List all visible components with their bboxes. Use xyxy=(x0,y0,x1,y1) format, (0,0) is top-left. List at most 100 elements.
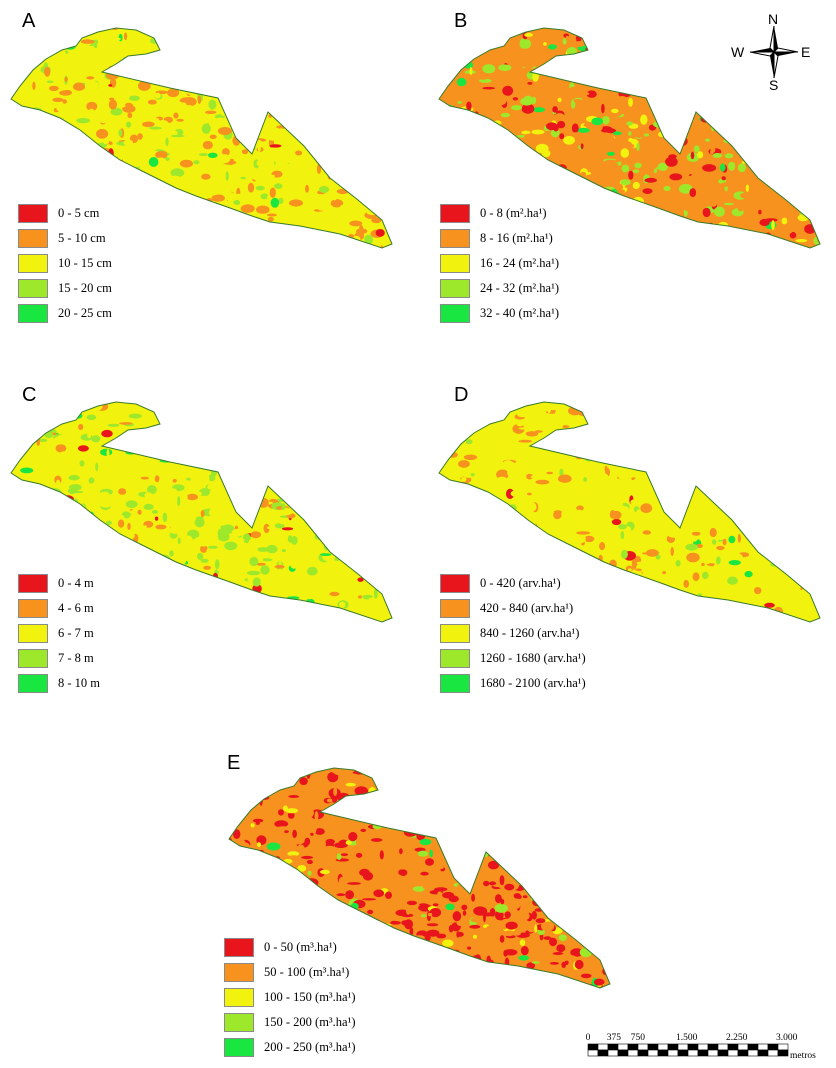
map-cell xyxy=(99,117,108,124)
map-cell xyxy=(734,232,746,242)
map-cell xyxy=(222,148,230,156)
map-cell xyxy=(146,606,159,610)
map-cell xyxy=(543,800,549,803)
map-cell xyxy=(11,437,15,445)
map-cell xyxy=(646,422,652,429)
map-cell xyxy=(631,35,636,43)
map-cell xyxy=(522,895,528,899)
map-cell xyxy=(489,881,497,886)
map-cell xyxy=(495,768,508,772)
map-cell xyxy=(158,213,169,223)
map-cell xyxy=(375,773,383,778)
map-cell xyxy=(482,86,495,90)
map-cell xyxy=(512,423,525,434)
map-cell xyxy=(350,154,361,164)
map-cell xyxy=(75,174,89,183)
map-cell xyxy=(169,550,174,557)
map-cell xyxy=(635,56,647,64)
map-cell xyxy=(771,95,776,104)
map-cell xyxy=(556,827,562,839)
map-cell xyxy=(256,234,263,244)
legend-swatch xyxy=(18,253,48,273)
map-cell xyxy=(708,70,715,81)
map-cell xyxy=(394,987,404,988)
map-cell xyxy=(395,899,404,908)
map-cell xyxy=(377,940,381,945)
map-cell xyxy=(271,70,277,80)
map-cell xyxy=(626,414,639,418)
map-cell xyxy=(462,113,468,117)
map-cell xyxy=(596,43,601,48)
map-cell xyxy=(52,69,60,78)
map-cell xyxy=(777,419,786,427)
map-cell xyxy=(520,849,532,860)
map-cell xyxy=(395,938,402,949)
map-cell xyxy=(813,154,820,159)
map-cell xyxy=(57,159,62,163)
map-cell xyxy=(286,79,293,87)
map-cell xyxy=(693,452,703,461)
map-cell xyxy=(289,199,303,207)
map-cell xyxy=(378,131,384,138)
map-cell xyxy=(557,546,564,550)
map-cell xyxy=(11,175,16,183)
map-cell xyxy=(490,775,503,779)
legend-swatch xyxy=(440,673,470,693)
map-cell xyxy=(260,860,267,869)
map-cell xyxy=(278,517,290,525)
map-cell xyxy=(558,56,570,63)
map-cell xyxy=(109,176,120,184)
map-cell xyxy=(592,239,606,248)
map-cell xyxy=(307,121,322,128)
map-cell xyxy=(301,855,314,860)
map-cell xyxy=(740,427,748,433)
map-cell xyxy=(172,199,181,207)
map-cell xyxy=(333,220,343,229)
map-cell xyxy=(102,191,110,197)
map-cell xyxy=(561,425,570,429)
map-cell xyxy=(232,864,245,874)
map-cell xyxy=(95,174,108,177)
map-cell xyxy=(406,900,417,906)
map-cell xyxy=(340,134,351,144)
map-cell xyxy=(277,79,282,85)
map-cell xyxy=(428,832,434,837)
map-cell xyxy=(172,609,177,620)
map-cell xyxy=(99,542,104,546)
map-cell xyxy=(507,846,513,851)
map-cell xyxy=(557,956,571,961)
map-cell xyxy=(483,543,497,548)
map-cell xyxy=(148,457,152,466)
map-cell xyxy=(330,199,344,208)
map-cell xyxy=(35,170,42,177)
map-cell xyxy=(568,788,583,798)
map-cell xyxy=(687,51,694,55)
map-cell xyxy=(734,425,741,431)
map-cell xyxy=(371,217,382,224)
map-cell xyxy=(314,40,328,50)
map-cell xyxy=(470,405,477,412)
map-cell xyxy=(602,135,615,142)
map-cell xyxy=(620,78,635,82)
map-cell xyxy=(420,871,429,876)
map-cell xyxy=(315,148,322,157)
map-cell xyxy=(527,923,535,933)
map-cell xyxy=(534,924,538,933)
map-cell xyxy=(560,209,571,213)
map-cell xyxy=(359,868,370,877)
map-cell xyxy=(405,862,416,873)
map-cell xyxy=(362,898,376,901)
map-cell xyxy=(533,107,545,113)
map-cell xyxy=(14,28,26,30)
map-cell xyxy=(378,441,392,450)
map-cell xyxy=(484,519,494,525)
map-cell xyxy=(143,554,147,564)
map-cell xyxy=(363,30,372,41)
map-cell xyxy=(184,571,195,581)
map-cell xyxy=(142,232,152,240)
map-cell xyxy=(173,112,179,119)
map-cell xyxy=(513,893,521,899)
map-cell xyxy=(123,84,136,92)
map-cell xyxy=(631,558,637,569)
map-cell xyxy=(148,402,158,410)
